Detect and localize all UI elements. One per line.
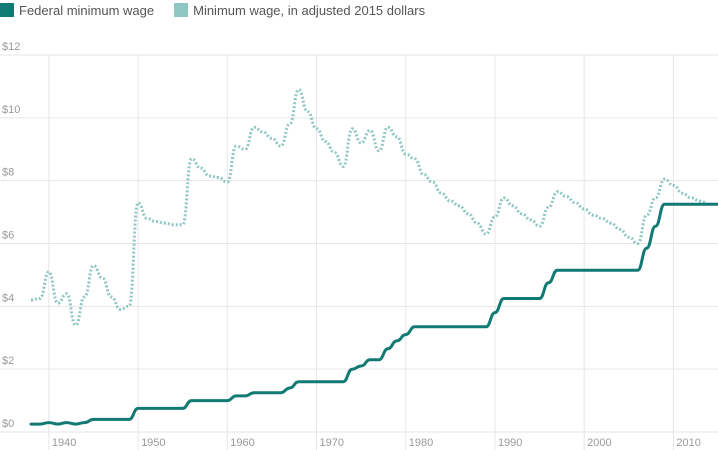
legend-label-adjusted: Minimum wage, in adjusted 2015 dollars <box>193 2 426 18</box>
axis-ticks: $0 $2 $4 $6 $8 $10 $12 1940 1950 1960 1970 1980 1990… <box>2 41 701 449</box>
legend-swatch-adjusted <box>174 3 189 17</box>
x-tick-label: 1950 <box>141 437 165 449</box>
y-tick-label: $0 <box>2 418 14 430</box>
series-layer <box>29 88 718 426</box>
y-tick-label: $6 <box>2 230 14 242</box>
y-tick-label: $8 <box>2 167 14 179</box>
x-tick-label: 2010 <box>676 437 700 449</box>
x-tick-label: 1980 <box>409 437 433 449</box>
legend: Federal minimum wage Minimum wage, in ad… <box>0 0 445 20</box>
x-tick-label: 1960 <box>230 437 254 449</box>
y-tick-label: $4 <box>2 292 14 304</box>
series-line-adjusted-2015-dollars <box>30 88 718 327</box>
x-tick-label: 1990 <box>498 437 522 449</box>
legend-label-federal: Federal minimum wage <box>19 2 155 18</box>
legend-item-federal: Federal minimum wage <box>0 3 154 18</box>
grid <box>0 54 718 450</box>
x-tick-label: 1940 <box>52 437 76 449</box>
legend-item-adjusted: Minimum wage, in adjusted 2015 dollars <box>174 3 425 18</box>
x-tick-label: 2000 <box>587 437 611 449</box>
y-tick-label: $12 <box>2 41 20 53</box>
legend-swatch-federal <box>0 3 14 17</box>
y-tick-label: $10 <box>2 104 20 116</box>
y-tick-label: $2 <box>2 355 14 367</box>
series-line-federal-minimum-wage <box>29 202 718 426</box>
x-tick-label: 1970 <box>320 437 344 449</box>
